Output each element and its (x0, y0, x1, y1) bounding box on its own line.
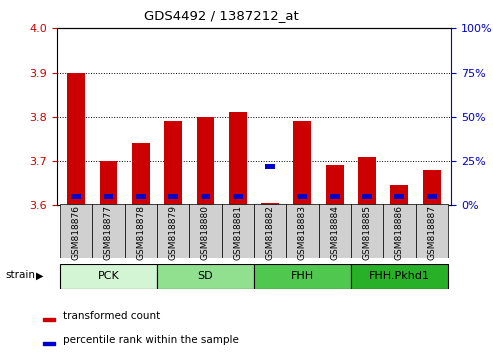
Bar (221, 204, 254, 258)
Text: GSM818882: GSM818882 (266, 205, 275, 260)
Bar (293, 121, 311, 205)
Bar (330, 194, 340, 199)
Text: transformed count: transformed count (63, 311, 160, 321)
Text: GSM818878: GSM818878 (136, 205, 145, 260)
Bar (189, 204, 221, 258)
Bar (43, 318, 55, 321)
Bar (265, 164, 275, 169)
Bar (233, 194, 243, 199)
Bar (261, 203, 279, 205)
Bar (286, 204, 318, 258)
Bar (229, 113, 246, 205)
Text: GSM818880: GSM818880 (201, 205, 210, 260)
Bar (104, 194, 113, 199)
Text: FHH.Pkhd1: FHH.Pkhd1 (369, 271, 430, 281)
Bar (351, 204, 383, 258)
Bar (157, 264, 254, 289)
Bar (60, 204, 92, 258)
Bar (71, 194, 81, 199)
Bar (390, 185, 408, 205)
Bar (318, 204, 351, 258)
Text: PCK: PCK (98, 271, 119, 281)
Text: GSM818885: GSM818885 (362, 205, 372, 260)
Bar (362, 194, 372, 199)
Bar (92, 204, 125, 258)
Bar (416, 204, 448, 258)
Bar (43, 342, 55, 344)
Text: GSM818876: GSM818876 (71, 205, 80, 260)
Bar (125, 204, 157, 258)
Bar (383, 204, 416, 258)
Text: GSM818879: GSM818879 (169, 205, 177, 260)
Text: GSM818887: GSM818887 (427, 205, 436, 260)
Bar (100, 161, 117, 205)
Bar (254, 204, 286, 258)
Text: GSM818883: GSM818883 (298, 205, 307, 260)
Bar (326, 166, 344, 205)
Bar (136, 194, 145, 199)
Bar (67, 73, 85, 205)
Bar (132, 143, 150, 205)
Text: SD: SD (198, 271, 213, 281)
Text: GDS4492 / 1387212_at: GDS4492 / 1387212_at (144, 9, 299, 22)
Bar (168, 194, 178, 199)
Text: GSM818884: GSM818884 (330, 205, 339, 260)
Bar (297, 194, 307, 199)
Text: ▶: ▶ (35, 270, 43, 280)
Bar (201, 194, 211, 199)
Text: GSM818877: GSM818877 (104, 205, 113, 260)
Bar (394, 194, 404, 199)
Bar (423, 170, 441, 205)
Bar (358, 156, 376, 205)
Bar (254, 264, 351, 289)
Bar (351, 264, 448, 289)
Bar (197, 117, 214, 205)
Text: strain: strain (5, 270, 35, 280)
Text: GSM818881: GSM818881 (233, 205, 242, 260)
Bar (157, 204, 189, 258)
Text: FHH: FHH (291, 271, 314, 281)
Text: percentile rank within the sample: percentile rank within the sample (63, 335, 239, 344)
Bar (164, 121, 182, 205)
Bar (60, 264, 157, 289)
Bar (427, 194, 437, 199)
Text: GSM818886: GSM818886 (395, 205, 404, 260)
